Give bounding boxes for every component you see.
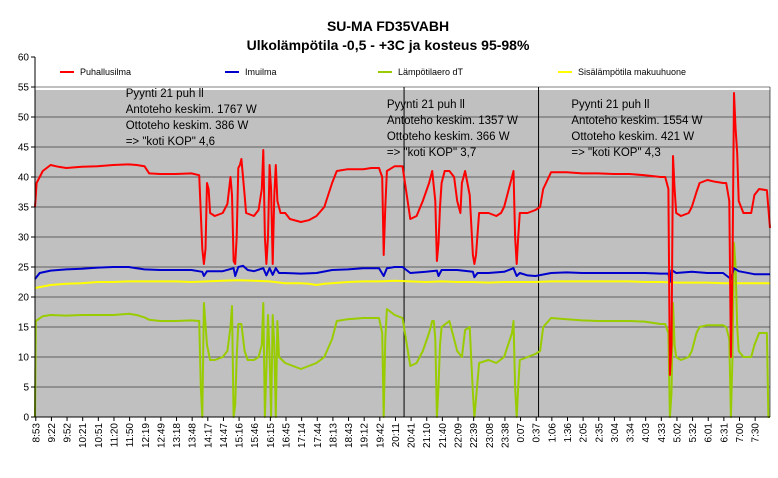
y-tick-label: 60 bbox=[18, 53, 30, 64]
x-tick-label: 4:03 bbox=[641, 423, 652, 443]
x-tick-label: 13:18 bbox=[172, 423, 183, 448]
x-tick-label: 22:09 bbox=[454, 423, 465, 448]
annotation-line: Pyynti 21 puh ll bbox=[387, 99, 465, 111]
x-tick-label: 12:49 bbox=[156, 423, 167, 448]
x-tick-label: 19:42 bbox=[375, 423, 386, 448]
x-tick-label: 9:22 bbox=[47, 423, 58, 443]
x-tick-label: 23:08 bbox=[485, 423, 496, 448]
series-line-1 bbox=[34, 92, 771, 376]
legend: Puhallusilma Imuilma Lämpötilaero dT Sisälä… bbox=[60, 67, 686, 77]
x-tick-label: 16:15 bbox=[266, 423, 277, 448]
series-line-2 bbox=[34, 264, 770, 283]
axes: 0 5 10 15 20 25 30 35 40 45 50 55 60 8:53 9:22 9:52 10:2… bbox=[18, 53, 771, 448]
legend-label: Puhallusilma bbox=[80, 67, 131, 77]
x-tick-label: 15:46 bbox=[250, 423, 261, 448]
x-tick-label: 12:19 bbox=[141, 423, 152, 448]
x-tick-label: 20:41 bbox=[407, 423, 418, 448]
x-tick-label: 7:30 bbox=[751, 423, 762, 443]
x-tick-label: 11:20 bbox=[109, 423, 120, 448]
grid bbox=[35, 116, 770, 388]
plot-area bbox=[35, 90, 770, 417]
annotation-line: Antoteho keskim. 1767 W bbox=[126, 104, 257, 116]
y-tick-label: 35 bbox=[18, 203, 30, 214]
annotation-line: Ottoteho keskim. 386 W bbox=[126, 120, 249, 132]
x-tick-label: 14:17 bbox=[203, 423, 214, 448]
x-tick-label: 1:06 bbox=[547, 423, 558, 443]
x-tick-label: 18:13 bbox=[328, 423, 339, 448]
x-tick-label: 2:05 bbox=[579, 423, 590, 443]
annotations: Pyynti 21 puh ll Antoteho keskim. 1767 W O… bbox=[126, 88, 703, 159]
legend-label: Sisälämpötila makuuhuone bbox=[578, 67, 686, 77]
x-tick-label: 10:51 bbox=[94, 423, 105, 448]
x-tick-label: 16:45 bbox=[281, 423, 292, 448]
annotation-line: => "koti KOP" 4,3 bbox=[571, 147, 660, 159]
x-tick-label: 9:52 bbox=[63, 423, 74, 443]
annotation-line: Pyynti 21 puh ll bbox=[126, 88, 204, 100]
chart-subtitle: Ulkolämpötila -0,5 - +3C ja kosteus 95-9… bbox=[247, 37, 530, 53]
x-tick-label: 14:47 bbox=[219, 423, 230, 448]
x-tick-label: 23:38 bbox=[500, 423, 511, 448]
x-tick-label: 5:02 bbox=[672, 423, 683, 443]
annotation-line: Antoteho keskim. 1554 W bbox=[571, 115, 702, 127]
x-tick-label: 5:32 bbox=[688, 423, 699, 443]
x-tick-label: 7:00 bbox=[735, 423, 746, 443]
series-line-4 bbox=[34, 279, 770, 289]
x-tick-label: 1:36 bbox=[563, 423, 574, 443]
x-tick-label: 3:04 bbox=[610, 423, 621, 443]
y-tick-label: 45 bbox=[18, 143, 30, 154]
legend-label: Imuilma bbox=[245, 67, 277, 77]
x-tick-label: 21:40 bbox=[438, 423, 449, 448]
annotation-line: Ottoteho keskim. 421 W bbox=[571, 131, 694, 143]
annotation-line: => "koti KOP" 4,6 bbox=[126, 136, 215, 148]
x-tick-label: 15:16 bbox=[235, 423, 246, 448]
annotation-line: Pyynti 21 puh ll bbox=[571, 99, 649, 111]
x-tick-label: 22:39 bbox=[469, 423, 480, 448]
y-tick-label: 15 bbox=[18, 323, 30, 334]
x-tick-label: 10:21 bbox=[78, 423, 89, 448]
y-tick-label: 10 bbox=[18, 353, 30, 364]
x-tick-label: 3:34 bbox=[626, 423, 637, 443]
y-tick-label: 50 bbox=[18, 113, 30, 124]
series-lines bbox=[34, 92, 771, 418]
y-tick-label: 55 bbox=[18, 83, 30, 94]
x-tick-label: 17:44 bbox=[313, 423, 324, 448]
x-tick-label: 0:07 bbox=[516, 423, 527, 443]
chart-title: SU-MA FD35VABH bbox=[327, 18, 449, 34]
x-tick-label: 0:37 bbox=[532, 423, 543, 443]
annotation-line: Antoteho keskim. 1357 W bbox=[387, 115, 518, 127]
x-tick-label: 6:31 bbox=[719, 423, 730, 443]
x-tick-label: 2:35 bbox=[594, 423, 605, 443]
y-tick-label: 30 bbox=[18, 233, 30, 244]
y-tick-label: 0 bbox=[23, 413, 29, 424]
x-tick-label: 20:11 bbox=[391, 423, 402, 448]
x-tick-label: 6:01 bbox=[704, 423, 715, 443]
x-tick-label: 18:43 bbox=[344, 423, 355, 448]
y-tick-label: 40 bbox=[18, 173, 30, 184]
x-tick-label: 8:53 bbox=[31, 423, 42, 443]
x-tick-label: 4:33 bbox=[657, 423, 668, 443]
x-tick-label: 11:50 bbox=[125, 423, 136, 448]
y-tick-label: 20 bbox=[18, 293, 30, 304]
x-tick-label: 13:48 bbox=[188, 423, 199, 448]
x-tick-label: 21:10 bbox=[422, 423, 433, 448]
series-line-3 bbox=[34, 242, 770, 418]
period-separators bbox=[403, 87, 540, 417]
annotation-line: => "koti KOP" 3,7 bbox=[387, 147, 476, 159]
x-tick-label: 19:12 bbox=[360, 423, 371, 448]
legend-label: Lämpötilaero dT bbox=[398, 67, 464, 77]
y-tick-label: 5 bbox=[23, 383, 29, 394]
y-tick-label: 25 bbox=[18, 263, 30, 274]
annotation-line: Ottoteho keskim. 366 W bbox=[387, 131, 510, 143]
x-tick-label: 17:14 bbox=[297, 423, 308, 448]
